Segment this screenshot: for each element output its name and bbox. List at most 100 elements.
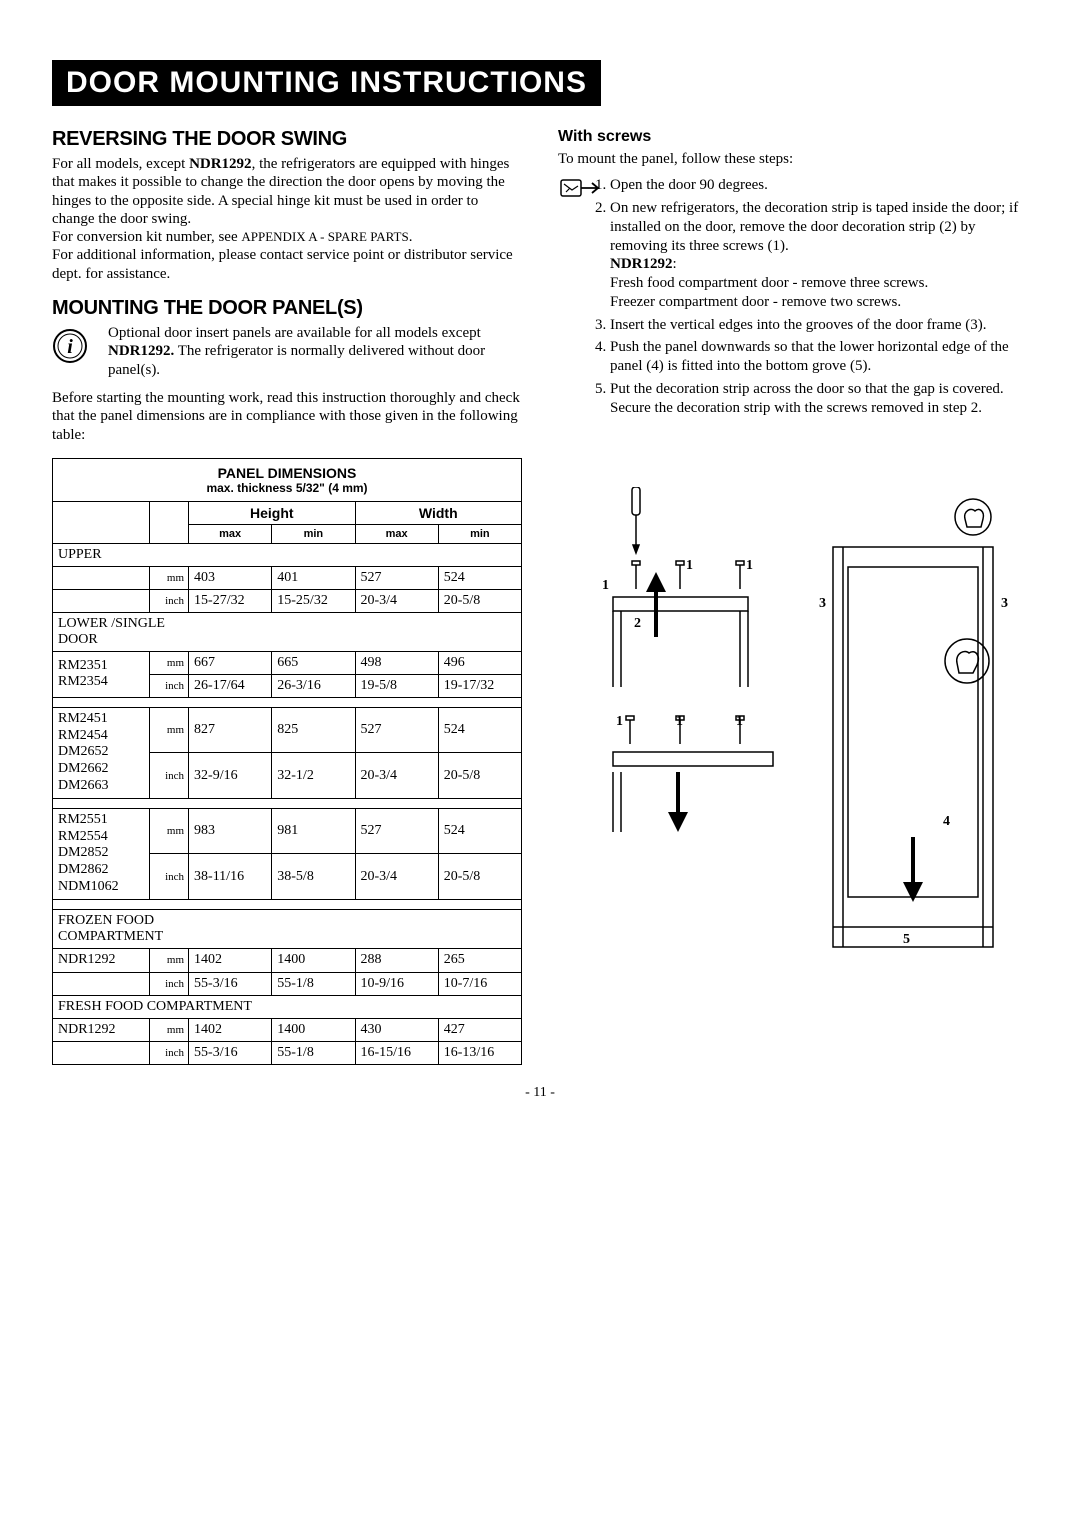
text: Freezer compartment door - remove two sc… [610,294,901,310]
cell: 1402 [189,948,272,972]
cell: 26-3/16 [272,674,355,697]
table-row: RM2451RM2454DM2652DM2662DM2663 mm 827 82… [53,707,522,752]
cell: 10-9/16 [355,972,438,995]
diagrams: 1 1 1 2 [558,487,1028,987]
svg-text:1: 1 [736,714,743,729]
table-row: inch 55-3/16 55-1/8 10-9/16 10-7/16 [53,972,522,995]
unit: inch [149,1042,188,1065]
svg-text:1: 1 [676,714,683,729]
text: . [409,229,413,245]
appendix-ref: APPENDIX A - SPARE PARTS [241,229,408,244]
svg-text:i: i [67,336,73,358]
cell: 15-27/32 [189,589,272,612]
section-frozen: FROZEN FOODCOMPARTMENT [53,909,522,948]
cell: 20-5/8 [438,854,521,900]
model-bold: NDR1292 [189,156,252,172]
cell: 38-5/8 [272,854,355,900]
table-row: NDR1292 mm 1402 1400 430 427 [53,1018,522,1042]
cell: 55-3/16 [189,1042,272,1065]
cell: 1400 [272,1018,355,1042]
unit: inch [149,674,188,697]
text: Optional door insert panels are availabl… [108,325,481,341]
col-max: max [355,524,438,543]
cell: 20-3/4 [355,589,438,612]
model-bold: NDR1292. [108,343,174,359]
svg-text:1: 1 [602,578,609,593]
text: For conversion kit number, see [52,229,241,245]
table-row: inch 15-27/32 15-25/32 20-3/4 20-5/8 [53,589,522,612]
section-fresh: FRESH FOOD COMPARTMENT [53,995,522,1018]
unit: mm [149,651,188,674]
note-icon [560,176,600,200]
cell: 524 [438,566,521,589]
step-2: On new refrigerators, the decoration str… [610,199,1028,312]
cell: 32-1/2 [272,753,355,799]
cell: 498 [355,651,438,674]
cell: 38-11/16 [189,854,272,900]
step-1: Open the door 90 degrees. [610,176,1028,195]
unit: inch [149,753,188,799]
cell: 401 [272,566,355,589]
left-column: REVERSING THE DOOR SWING For all models,… [52,128,522,1065]
text: : [673,256,677,272]
section-lower: LOWER /SINGLEDOOR [53,612,522,651]
para-intro: To mount the panel, follow these steps: [558,150,1028,168]
svg-text:4: 4 [943,814,950,829]
cell: 55-1/8 [272,972,355,995]
cell: 981 [272,808,355,853]
heading-reversing: REVERSING THE DOOR SWING [52,128,522,151]
unit: mm [149,948,188,972]
unit: mm [149,707,188,752]
cell: 983 [189,808,272,853]
info-box: i Optional door insert panels are availa… [52,324,522,379]
model-bold: NDR1292 [610,256,673,272]
models: NDR1292 [53,948,150,972]
cell: 55-1/8 [272,1042,355,1065]
cell: 26-17/64 [189,674,272,697]
cell: 20-3/4 [355,854,438,900]
svg-text:1: 1 [686,558,693,573]
models: NDR1292 [53,1018,150,1042]
table-title: PANEL DIMENSIONS [218,465,357,481]
page-number: - 11 - [52,1085,1028,1101]
cell: 667 [189,651,272,674]
table-row: mm 403 401 527 524 [53,566,522,589]
svg-text:3: 3 [1001,596,1008,611]
panel-dimensions-table: PANEL DIMENSIONS max. thickness 5/32" (4… [52,458,522,1066]
page-banner: DOOR MOUNTING INSTRUCTIONS [52,60,601,106]
right-column: With screws To mount the panel, follow t… [558,128,1028,1065]
step-5: Put the decoration strip across the door… [610,380,1028,418]
diagram-left: 1 1 1 2 [558,487,783,987]
cell: 827 [189,707,272,752]
cell: 288 [355,948,438,972]
cell: 20-3/4 [355,753,438,799]
heading-screws: With screws [558,128,1028,146]
cell: 665 [272,651,355,674]
cell: 55-3/16 [189,972,272,995]
svg-text:5: 5 [903,932,910,947]
para-before: Before starting the mounting work, read … [52,389,522,444]
cell: 32-9/16 [189,753,272,799]
unit: mm [149,808,188,853]
cell: 496 [438,651,521,674]
col-width: Width [355,501,522,524]
svg-text:1: 1 [616,714,623,729]
table-row: inch 55-3/16 55-1/8 16-15/16 16-13/16 [53,1042,522,1065]
text: Open the door 90 degrees. [610,177,768,193]
unit: inch [149,972,188,995]
cell: 20-5/8 [438,589,521,612]
col-min: min [272,524,355,543]
cell: 427 [438,1018,521,1042]
table-row: RM2351RM2354 mm 667 665 498 496 [53,651,522,674]
text: For all models, except [52,156,189,172]
table-subtitle: max. thickness 5/32" (4 mm) [59,481,515,495]
cell: 10-7/16 [438,972,521,995]
models: RM2351RM2354 [53,651,150,697]
svg-text:3: 3 [819,596,826,611]
step-3: Insert the vertical edges into the groov… [610,316,1028,335]
cell: 20-5/8 [438,753,521,799]
cell: 15-25/32 [272,589,355,612]
info-icon: i [52,324,92,379]
cell: 16-13/16 [438,1042,521,1065]
cell: 19-17/32 [438,674,521,697]
